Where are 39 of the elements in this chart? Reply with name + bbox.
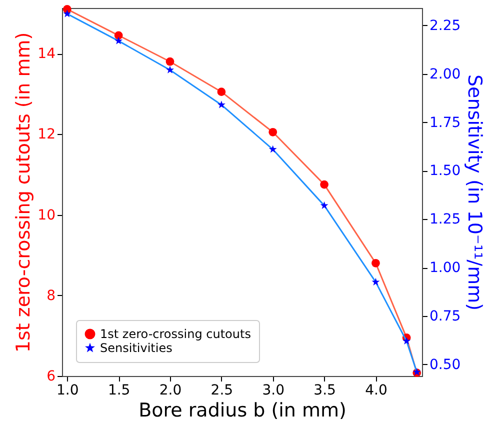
point: [402, 336, 411, 345]
y2-tick-label: 2.25: [430, 18, 461, 34]
y2-tick-label: 1.25: [430, 212, 461, 228]
x-tick-label: 1.5: [108, 382, 130, 398]
y2-tick-label: 0.75: [430, 308, 461, 324]
y2-tick-label: 1.75: [430, 114, 461, 131]
point: [114, 36, 123, 44]
legend-label: Sensitivities: [100, 341, 172, 355]
point: [63, 10, 72, 18]
x-tick-label: 2.0: [159, 382, 182, 398]
x-tick-label: 2.5: [210, 382, 234, 398]
point: [320, 180, 328, 189]
y-tick-label: 8: [46, 288, 56, 304]
y-axis-title: 1st zero-crossing cutouts (in mm): [12, 32, 35, 353]
point: [268, 128, 278, 136]
point: [320, 201, 328, 209]
x-tick-label: 1.0: [56, 382, 79, 398]
y2-axis-title: Sensitivity (in 10⁻¹¹/mm): [464, 74, 486, 310]
y-tick-label: 6: [46, 368, 56, 384]
point: [217, 88, 226, 96]
y2-tick-label: 1.00: [430, 260, 461, 276]
y2-tick-label: 0.50: [430, 356, 461, 373]
x-tick-label: 4.0: [365, 382, 388, 398]
y-tick-label: 10: [38, 207, 56, 224]
y2-tick-label: 2.00: [430, 66, 461, 82]
point: [372, 278, 380, 286]
point: [372, 258, 380, 268]
point: [166, 57, 174, 66]
x-tick-label: 3.5: [314, 382, 336, 398]
x-axis-title: Bore radius b (in mm): [138, 400, 346, 422]
y2-tick-label: 1.50: [430, 163, 461, 180]
point: [114, 31, 123, 40]
legend-label: 1st zero-crossing cutouts: [100, 327, 251, 341]
x-tick-label: 3.0: [262, 382, 284, 398]
y-tick-label: 12: [38, 126, 56, 143]
y-tick-label: 14: [38, 46, 56, 62]
point: [217, 100, 226, 108]
point: [268, 145, 277, 153]
point: [166, 66, 174, 74]
